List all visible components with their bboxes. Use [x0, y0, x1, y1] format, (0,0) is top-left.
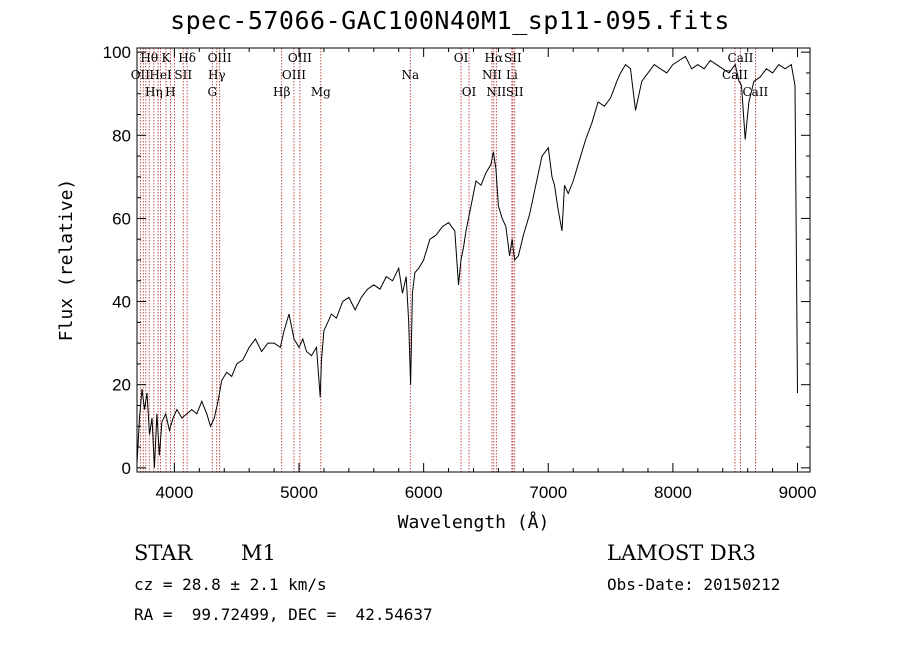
plot-frame	[136, 47, 811, 473]
spectrum-line	[136, 55, 798, 468]
spectral-line-label: CaII	[722, 68, 748, 82]
y-axis-label: Flux (relative)	[56, 179, 77, 342]
y-tick-label: 40	[112, 293, 131, 312]
spectral-line-label: G	[207, 85, 217, 99]
spectral-line-label: OI	[454, 51, 469, 65]
x-axis-label: Wavelength (Å)	[398, 511, 550, 533]
spectral-line-label: H	[165, 85, 175, 99]
y-tick-label: 60	[112, 209, 131, 228]
spectral-line-label: Hγ	[208, 68, 226, 82]
x-tick-label: 6000	[405, 483, 443, 502]
ra-dec: RA = 99.72499, DEC = 42.54637	[134, 605, 433, 624]
object-subclass: M1	[241, 541, 276, 565]
spectral-line-label: NII	[486, 85, 506, 99]
spectral-line-label: OIII	[282, 68, 306, 82]
object-class: STAR	[134, 541, 193, 565]
spectral-line-label: Hβ	[273, 85, 290, 99]
chart-title: spec-57066-GAC100N40M1_sp11-095.fits	[170, 6, 730, 35]
spectral-line-label: NII	[482, 68, 502, 82]
spectral-line-label: HeI	[149, 68, 172, 82]
x-tick-label: 9000	[779, 483, 817, 502]
obs-date: Obs-Date: 20150212	[607, 575, 781, 594]
y-tick-label: 100	[103, 43, 131, 62]
redshift-cz: cz = 28.8 ± 2.1 km/s	[134, 575, 327, 594]
spectral-line-label: Mg	[311, 85, 331, 99]
x-tick-label: 8000	[654, 483, 692, 502]
x-tick-label: 5000	[280, 483, 318, 502]
x-tick-label: 4000	[155, 483, 193, 502]
y-tick-label: 0	[122, 459, 131, 478]
y-tick-label: 80	[112, 126, 131, 145]
spectral-line-label: Hδ	[178, 51, 196, 65]
spectral-line-label: K	[162, 51, 172, 65]
spectral-line-label: OIII	[288, 51, 312, 65]
spectral-line-label: OI	[462, 85, 477, 99]
x-tick-label: 7000	[529, 483, 567, 502]
axis-ticks: 4000 5000 6000 7000 8000 9000 0 20 40 60 80 100	[103, 43, 817, 502]
spectral-line-label: SII	[174, 68, 192, 82]
spectral-line-label: Li	[506, 68, 518, 82]
spectral-line-label: SII	[506, 85, 524, 99]
spectral-line-markers	[139, 48, 756, 472]
spectral-line-label: OII	[131, 68, 151, 82]
spectral-line-label: Hη	[145, 85, 163, 99]
spectral-line-label: CaII	[728, 51, 754, 65]
spectral-line-label: OIII	[208, 51, 232, 65]
survey-name: LAMOST DR3	[607, 541, 756, 565]
spectral-line-label: Na	[401, 68, 419, 82]
spectral-line-labels: OII Hθ Hη HeI K H SII Hδ G Hγ OIII Hβ OIII OIII Mg Na OI…	[131, 51, 769, 99]
y-tick-label: 20	[112, 376, 131, 395]
spectral-line-label: CaII	[742, 85, 768, 99]
spectral-line-label: Hθ	[140, 51, 158, 65]
spectral-line-label: Hα	[485, 51, 504, 65]
spectral-line-label: SII	[504, 51, 522, 65]
